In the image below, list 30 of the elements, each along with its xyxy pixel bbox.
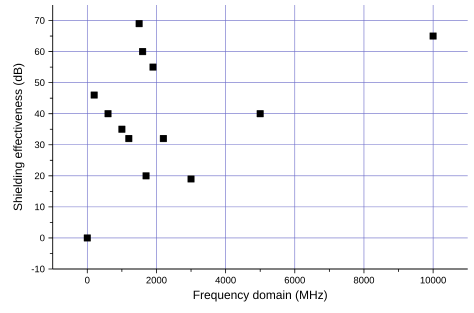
x-tick-label: 8000 bbox=[354, 276, 374, 284]
y-tick-label: 50 bbox=[34, 79, 45, 86]
x-tick-label: 4000 bbox=[215, 276, 236, 284]
y-tick-label: 70 bbox=[34, 17, 45, 24]
point bbox=[84, 234, 91, 242]
point bbox=[142, 172, 150, 180]
y-tick-label: 30 bbox=[34, 141, 45, 148]
y-tick-label: 20 bbox=[34, 172, 45, 180]
y-tick-label: 10 bbox=[35, 204, 45, 210]
x-tick-label: 6000 bbox=[284, 276, 305, 284]
point bbox=[125, 135, 132, 142]
point bbox=[149, 64, 156, 71]
x-axis-title: Frequency domain (MHz) bbox=[194, 290, 327, 302]
y-tick-label: -10 bbox=[32, 266, 45, 272]
point bbox=[430, 32, 437, 40]
y-axis-title: Shielding effectiveness (dB) bbox=[13, 64, 24, 210]
point bbox=[104, 110, 112, 118]
point bbox=[90, 92, 98, 99]
y-tick-label: 60 bbox=[34, 48, 45, 55]
point bbox=[256, 110, 264, 118]
x-tick-label: 10000 bbox=[420, 276, 446, 284]
point bbox=[139, 48, 146, 56]
point bbox=[188, 175, 195, 182]
y-tick-label: 0 bbox=[40, 234, 45, 242]
point bbox=[118, 126, 126, 133]
x-tick-label: 2000 bbox=[146, 276, 167, 284]
point bbox=[136, 20, 143, 28]
x-tick-label: 0 bbox=[85, 276, 90, 284]
point bbox=[160, 135, 167, 142]
y-tick-label: 40 bbox=[34, 110, 45, 118]
